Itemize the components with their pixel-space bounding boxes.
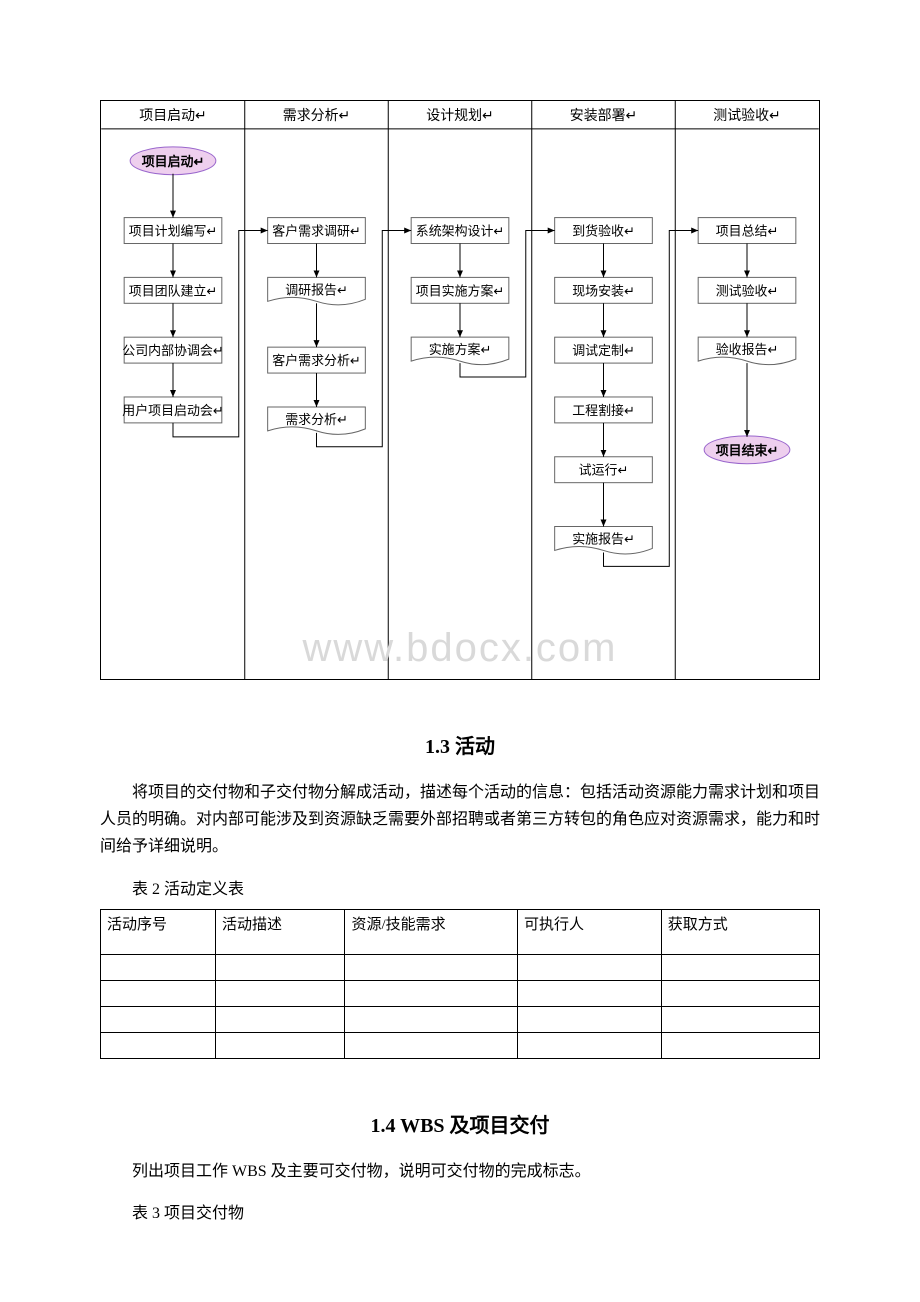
- flow-node-label: 项目计划编写↵: [129, 224, 217, 239]
- table-cell: [517, 1007, 661, 1033]
- table-cell: [101, 1033, 216, 1059]
- flow-node-label: 到货验收↵: [572, 224, 635, 239]
- section-1-4-title: 1.4 WBS 及项目交付: [100, 1109, 820, 1138]
- flow-node-label: 验收报告↵: [716, 342, 779, 357]
- lane-header: 安装部署↵: [570, 108, 637, 124]
- table-cell: [216, 981, 345, 1007]
- table-cell: [101, 981, 216, 1007]
- table2-caption: 表 2 活动定义表: [100, 875, 820, 899]
- table-cell: [661, 955, 819, 981]
- table-row: [101, 981, 820, 1007]
- table-header-cell: 活动描述: [216, 909, 345, 955]
- flow-node-label: 项目实施方案↵: [416, 283, 504, 298]
- table-cell: [517, 955, 661, 981]
- lane-header: 项目启动↵: [139, 108, 206, 124]
- flow-node-label: 现场安装↵: [572, 283, 635, 298]
- table-row: [101, 1033, 820, 1059]
- table-cell: [517, 981, 661, 1007]
- flow-node-label: 实施方案↵: [429, 342, 492, 357]
- table-header-cell: 获取方式: [661, 909, 819, 955]
- flow-node-label: 项目结束↵: [716, 443, 779, 458]
- flow-node-label: 试运行↵: [579, 463, 629, 478]
- lane-header: 设计规划↵: [426, 108, 493, 124]
- lane-header: 需求分析↵: [283, 108, 350, 124]
- table-cell: [216, 955, 345, 981]
- lane-header: 测试验收↵: [713, 108, 780, 124]
- table-cell: [661, 1033, 819, 1059]
- table-cell: [216, 1007, 345, 1033]
- flowchart-container: 项目启动↵ 需求分析↵ 设计规划↵ 安装部署↵ 测试验收↵ 项目启动↵ 项目计划编写↵ 项目团…: [100, 100, 820, 680]
- section-1-3-title: 1.3 活动: [100, 730, 820, 759]
- table-cell: [345, 1007, 518, 1033]
- flow-node-label: 需求分析↵: [285, 412, 348, 427]
- table-header-cell: 资源/技能需求: [345, 909, 518, 955]
- flow-node-label: 项目总结↵: [716, 224, 779, 239]
- table-cell: [101, 1007, 216, 1033]
- table-cell: [345, 1033, 518, 1059]
- table-cell: [661, 981, 819, 1007]
- flow-node-label: 客户需求调研↵: [272, 224, 360, 239]
- flowchart-svg: 项目启动↵ 需求分析↵ 设计规划↵ 安装部署↵ 测试验收↵ 项目启动↵ 项目计划编写↵ 项目团…: [101, 101, 819, 679]
- table-cell: [345, 955, 518, 981]
- activity-definition-table: 活动序号活动描述资源/技能需求可执行人获取方式: [100, 909, 820, 1060]
- flow-node-label: 客户需求分析↵: [272, 353, 360, 368]
- section-1-3-para: 将项目的交付物和子交付物分解成活动，描述每个活动的信息：包括活动资源能力需求计划…: [100, 779, 820, 861]
- flow-node-label: 系统架构设计↵: [416, 224, 504, 239]
- flow-node-label: 项目团队建立↵: [129, 283, 217, 298]
- flow-node-label: 调试定制↵: [572, 343, 635, 358]
- table-header-cell: 可执行人: [517, 909, 661, 955]
- flow-node-label: 公司内部协调会↵: [122, 343, 223, 358]
- section-1-4-para: 列出项目工作 WBS 及主要可交付物，说明可交付物的完成标志。: [100, 1158, 820, 1185]
- flow-node-label: 调研报告↵: [285, 282, 348, 297]
- table-cell: [517, 1033, 661, 1059]
- table3-caption: 表 3 项目交付物: [100, 1199, 820, 1223]
- flow-node-label: 用户项目启动会↵: [122, 403, 223, 418]
- table-cell: [345, 981, 518, 1007]
- table-header-cell: 活动序号: [101, 909, 216, 955]
- flow-node-label: 实施报告↵: [572, 531, 635, 546]
- flow-node-label: 工程割接↵: [572, 403, 635, 418]
- table-row: [101, 1007, 820, 1033]
- table-cell: [101, 955, 216, 981]
- table-cell: [216, 1033, 345, 1059]
- table-row: [101, 955, 820, 981]
- flow-node-label: 测试验收↵: [716, 283, 779, 298]
- flow-node-label: 项目启动↵: [142, 154, 205, 169]
- table-cell: [661, 1007, 819, 1033]
